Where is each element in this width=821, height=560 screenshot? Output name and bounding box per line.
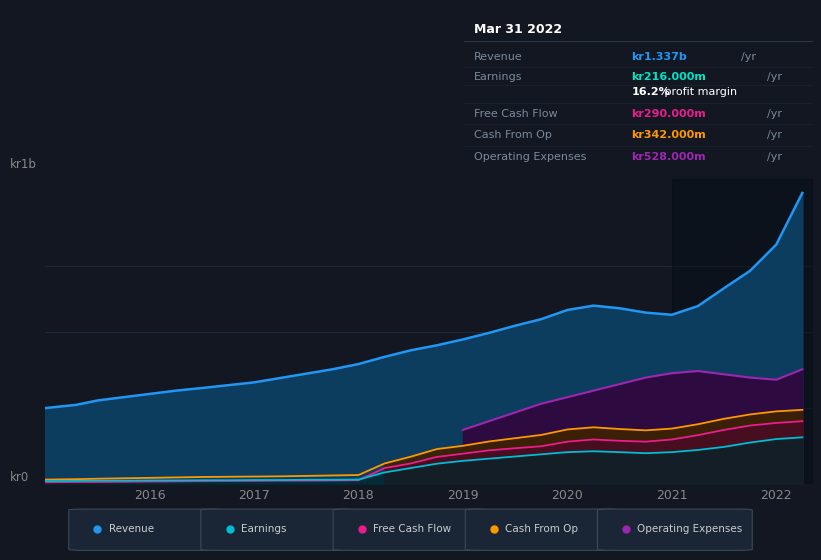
FancyBboxPatch shape [466, 509, 620, 550]
Text: kr1b: kr1b [10, 158, 37, 171]
Text: kr216.000m: kr216.000m [631, 72, 706, 82]
Text: Revenue: Revenue [108, 524, 154, 534]
Text: Cash From Op: Cash From Op [505, 524, 578, 534]
Text: kr342.000m: kr342.000m [631, 130, 706, 140]
Text: Earnings: Earnings [475, 72, 523, 82]
Text: kr528.000m: kr528.000m [631, 152, 706, 162]
Text: /yr: /yr [741, 53, 756, 63]
Text: /yr: /yr [768, 130, 782, 140]
Text: Free Cash Flow: Free Cash Flow [475, 109, 558, 119]
Text: profit margin: profit margin [661, 87, 737, 97]
Text: Mar 31 2022: Mar 31 2022 [475, 23, 562, 36]
Text: Earnings: Earnings [241, 524, 287, 534]
Text: /yr: /yr [768, 109, 782, 119]
FancyBboxPatch shape [69, 509, 223, 550]
Bar [672, 179, 813, 484]
Text: 16.2%: 16.2% [631, 87, 670, 97]
Text: /yr: /yr [768, 72, 782, 82]
Text: kr290.000m: kr290.000m [631, 109, 706, 119]
Text: /yr: /yr [768, 152, 782, 162]
Text: Revenue: Revenue [475, 53, 523, 63]
Text: Operating Expenses: Operating Expenses [637, 524, 743, 534]
Text: Free Cash Flow: Free Cash Flow [373, 524, 452, 534]
Text: kr0: kr0 [10, 472, 29, 484]
FancyBboxPatch shape [333, 509, 488, 550]
FancyBboxPatch shape [201, 509, 355, 550]
FancyBboxPatch shape [598, 509, 752, 550]
Text: Operating Expenses: Operating Expenses [475, 152, 587, 162]
Text: Cash From Op: Cash From Op [475, 130, 553, 140]
Text: kr1.337b: kr1.337b [631, 53, 687, 63]
